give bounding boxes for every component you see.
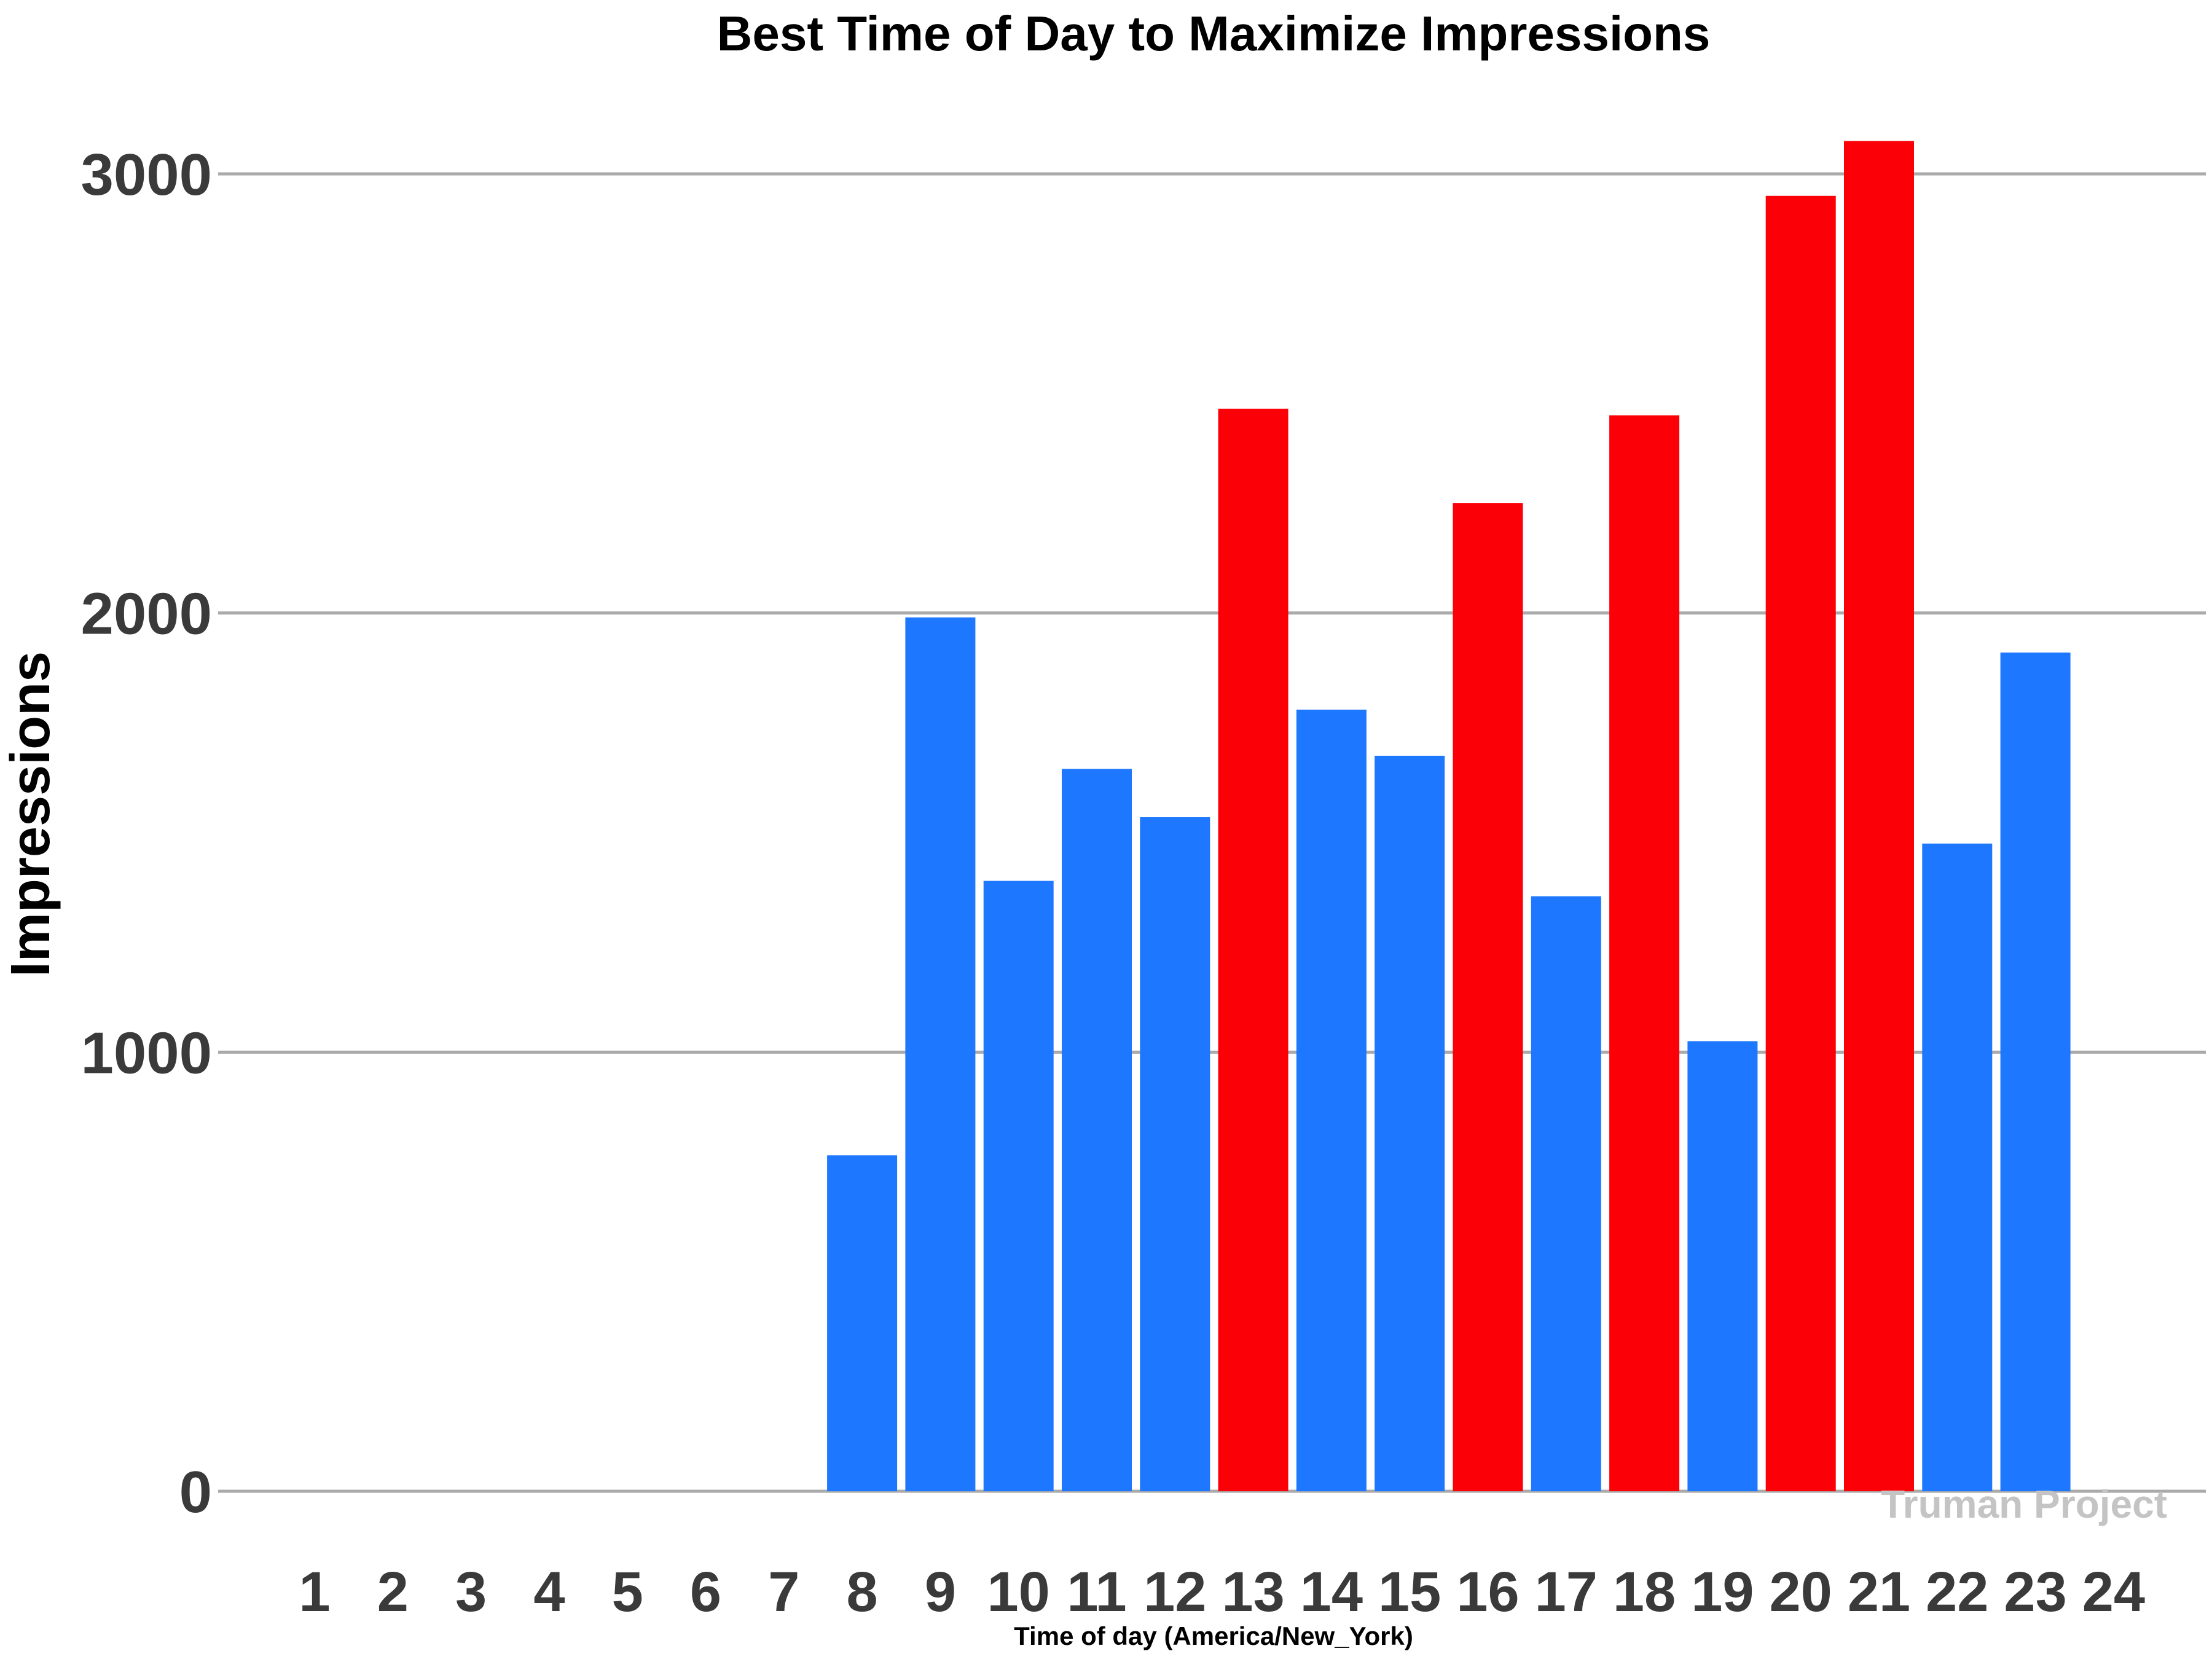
- bar-hour-12: [1140, 817, 1210, 1491]
- x-tick-label: 20: [1770, 1561, 1832, 1623]
- bar-hour-9: [905, 617, 976, 1491]
- x-tick-label: 23: [2004, 1561, 2066, 1623]
- bar-hour-19: [1687, 1041, 1758, 1491]
- bar-hour-15: [1375, 755, 1445, 1491]
- x-tick-label: 7: [768, 1561, 799, 1623]
- bar-hour-8: [827, 1155, 898, 1491]
- y-tick-label: 0: [179, 1459, 212, 1525]
- x-tick-label: 22: [1926, 1561, 1988, 1623]
- bar-hour-20: [1765, 195, 1836, 1492]
- x-tick-labels: 1 2 3 4 5 6 7 8 9 10 11 12 13 14 15 16 17 18 19 20 21 22 23 24: [299, 1561, 2145, 1623]
- x-tick-label: 15: [1378, 1561, 1441, 1623]
- x-tick-label: 13: [1222, 1561, 1284, 1623]
- x-tick-label: 9: [925, 1561, 956, 1623]
- x-tick-label: 5: [612, 1561, 643, 1623]
- bar-hour-14: [1296, 709, 1367, 1491]
- bar-hour-11: [1062, 769, 1132, 1491]
- x-axis-label: Time of day (America/New_York): [1014, 1622, 1413, 1650]
- bar-hour-17: [1531, 896, 1601, 1491]
- x-tick-label: 3: [455, 1561, 487, 1623]
- x-tick-label: 19: [1691, 1561, 1754, 1623]
- chart-title: Best Time of Day to Maximize Impressions: [717, 6, 1711, 61]
- x-tick-label: 11: [1067, 1561, 1126, 1623]
- bar-hour-23: [2000, 652, 2071, 1491]
- y-tick-labels: 0 1000 2000 3000: [80, 142, 212, 1525]
- y-tick-label: 3000: [80, 142, 212, 208]
- bar-hour-10: [983, 880, 1054, 1491]
- x-tick-label: 2: [377, 1561, 409, 1623]
- bar-hour-21: [1844, 141, 1914, 1492]
- bar-hour-13: [1218, 409, 1288, 1492]
- x-tick-label: 17: [1535, 1561, 1598, 1623]
- x-tick-label: 1: [299, 1561, 330, 1623]
- x-tick-label: 4: [533, 1561, 565, 1623]
- x-tick-label: 8: [847, 1561, 878, 1623]
- bars: [827, 141, 2071, 1492]
- y-tick-label: 1000: [80, 1020, 212, 1086]
- x-tick-label: 12: [1143, 1561, 1206, 1623]
- x-tick-label: 10: [987, 1561, 1050, 1623]
- x-tick-label: 18: [1613, 1561, 1676, 1623]
- bar-hour-22: [1922, 843, 1993, 1491]
- y-axis-label: Impressions: [0, 651, 61, 977]
- x-tick-label: 14: [1300, 1561, 1363, 1623]
- x-tick-label: 21: [1848, 1561, 1910, 1623]
- x-tick-label: 6: [690, 1561, 721, 1623]
- y-tick-label: 2000: [80, 581, 212, 647]
- bar-hour-16: [1453, 503, 1523, 1491]
- x-tick-label: 16: [1456, 1561, 1519, 1623]
- x-tick-label: 24: [2082, 1561, 2145, 1623]
- watermark: Truman Project: [1881, 1482, 2167, 1526]
- bar-hour-18: [1609, 415, 1680, 1491]
